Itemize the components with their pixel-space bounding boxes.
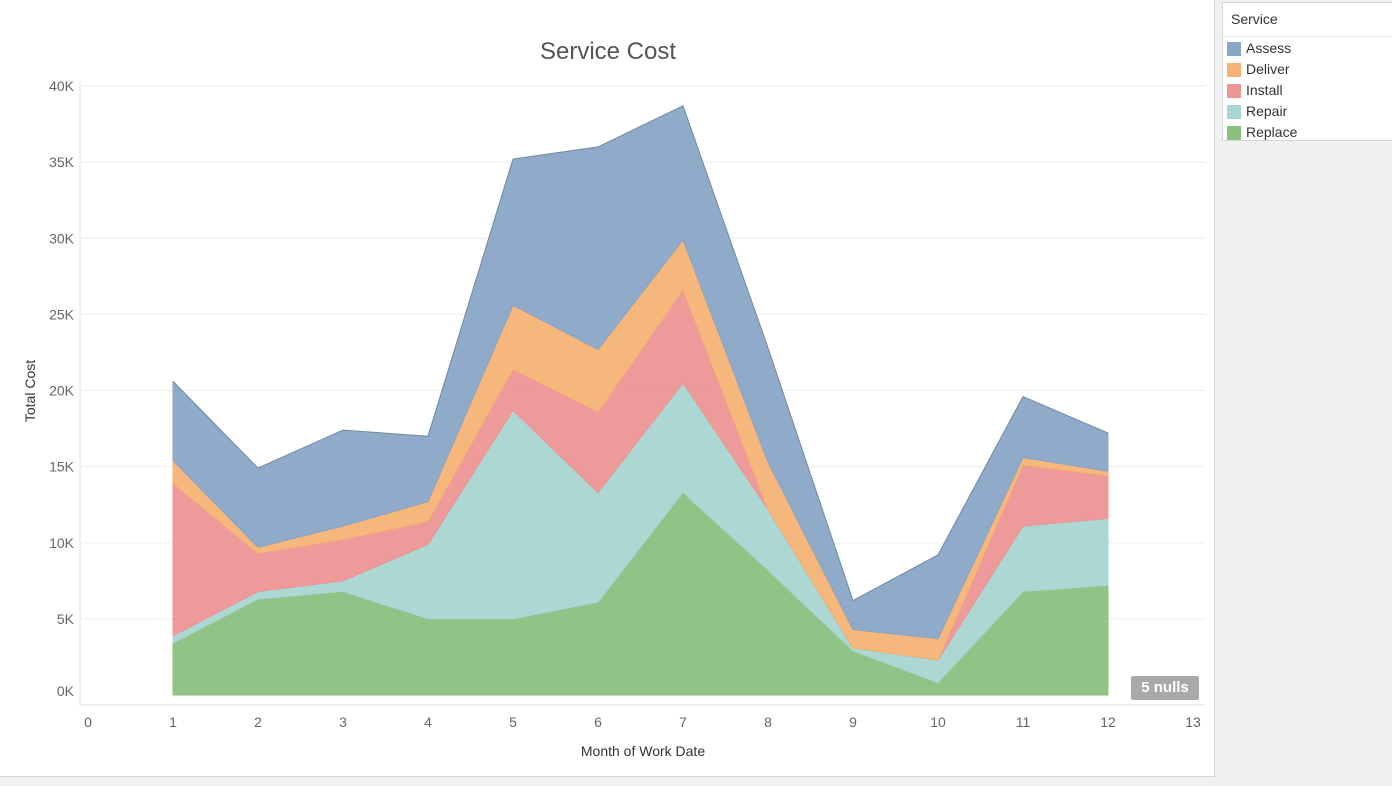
y-tick-label: 10K (49, 535, 75, 551)
worksheet-pane: 0K 5K 10K 15K 20K 25K 30K 35K 40K 0 1 2 3 4 5 6 7 8 9 10 11… (0, 0, 1215, 777)
x-tick-label: 0 (84, 714, 92, 730)
area-edge-assess (172, 105, 1109, 602)
legend-item-repair[interactable]: Repair (1227, 102, 1387, 122)
area-series-group[interactable] (172, 105, 1109, 696)
y-tick-label: 35K (49, 154, 75, 170)
x-tick-label: 12 (1100, 714, 1116, 730)
nulls-indicator-badge[interactable]: 5 nulls (1131, 676, 1199, 700)
legend-item-replace[interactable]: Replace (1227, 123, 1387, 143)
y-axis-title: Total Cost (22, 360, 38, 422)
y-tick-label: 15K (49, 459, 75, 475)
x-tick-label: 10 (930, 714, 946, 730)
legend-panel: Service Assess Deliver Install Repair Re… (1222, 2, 1392, 141)
x-tick-label: 1 (169, 714, 177, 730)
legend-item-assess[interactable]: Assess (1227, 39, 1387, 59)
chart-title: Service Cost (540, 38, 676, 65)
x-tick-label: 7 (679, 714, 687, 730)
y-tick-label: 40K (49, 78, 75, 94)
y-tick-label: 25K (49, 306, 75, 322)
legend-label-replace: Replace (1246, 124, 1298, 140)
x-tick-label: 11 (1016, 714, 1031, 730)
x-tick-label: 5 (509, 714, 517, 730)
legend-swatch-install (1227, 84, 1241, 98)
y-tick-label: 20K (49, 383, 75, 399)
legend-title: Service (1231, 11, 1278, 27)
legend-item-install[interactable]: Install (1227, 81, 1387, 101)
legend-label-repair: Repair (1246, 103, 1288, 119)
y-tick-label: 5K (57, 611, 75, 627)
legend-label-assess: Assess (1246, 40, 1292, 56)
x-tick-labels: 0 1 2 3 4 5 6 7 8 9 10 11 12 13 (84, 714, 1201, 730)
legend-label-install: Install (1246, 82, 1283, 98)
x-tick-label: 6 (594, 714, 602, 730)
axes (79, 82, 1205, 706)
legend-item-deliver[interactable]: Deliver (1227, 60, 1387, 80)
y-tick-label: 30K (49, 230, 75, 246)
x-tick-label: 8 (764, 714, 772, 730)
x-tick-label: 2 (254, 714, 262, 730)
area-series-assess[interactable] (172, 105, 1109, 640)
legend-swatch-replace (1227, 126, 1241, 140)
x-axis-title: Month of Work Date (581, 743, 705, 759)
x-tick-label: 13 (1185, 714, 1201, 730)
legend-swatch-repair (1227, 105, 1241, 119)
legend-divider (1223, 36, 1392, 37)
x-tick-label: 3 (339, 714, 347, 730)
x-tick-label: 4 (424, 714, 432, 730)
y-tick-label: 0K (57, 683, 75, 699)
y-tick-labels: 0K 5K 10K 15K 20K 25K 30K 35K 40K (49, 78, 75, 699)
legend-swatch-assess (1227, 42, 1241, 56)
legend-label-deliver: Deliver (1246, 61, 1290, 77)
x-tick-label: 9 (849, 714, 857, 730)
legend-swatch-deliver (1227, 63, 1241, 77)
